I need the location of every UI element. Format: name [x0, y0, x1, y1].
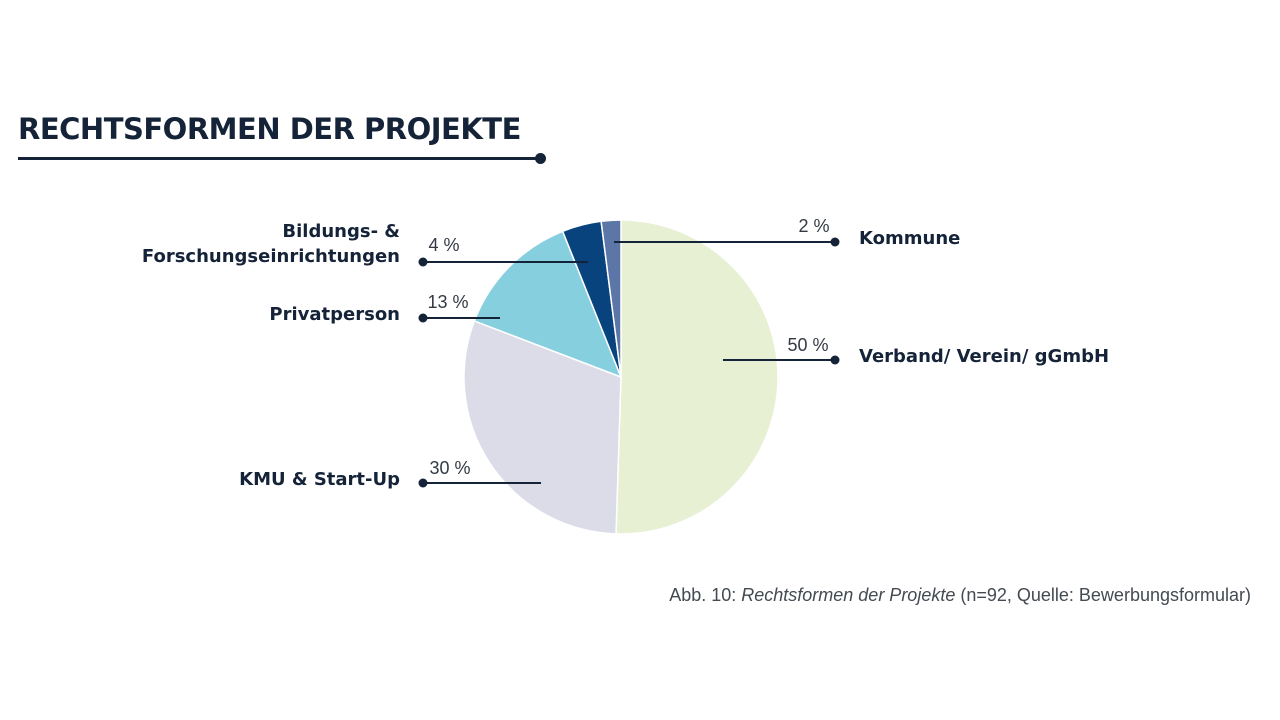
category-label-4-line-2: Forschungseinrichtungen [142, 246, 400, 267]
pct-label-5: 2 % [798, 216, 829, 236]
title-underline-dot [535, 153, 546, 164]
category-label-1: Verband/ Verein/ gGmbH [859, 346, 1109, 367]
category-label-3: Privatperson [269, 304, 400, 325]
pie-slice-5 [600, 219, 622, 378]
leader-dot-3 [418, 313, 428, 323]
caption-suffix: (n=92, Quelle: Bewerbungsformular) [955, 585, 1251, 605]
chart-title: RECHTSFORMEN DER PROJEKTE [18, 112, 521, 146]
category-label-4-line-1: Bildungs- & [282, 221, 400, 242]
title-underline [18, 157, 538, 160]
leader-dot-4 [418, 257, 428, 267]
pie-slice-3 [473, 230, 623, 379]
category-label-2: KMU & Start-Up [239, 469, 400, 490]
figure-caption: Abb. 10: Rechtsformen der Projekte (n=92… [669, 585, 1251, 606]
leader-dot-1 [830, 355, 840, 365]
leader-dot-2 [418, 478, 428, 488]
pie-slice-2 [463, 320, 622, 535]
pct-label-4: 4 % [428, 235, 459, 255]
category-label-5: Kommune [859, 228, 960, 249]
caption-italic: Rechtsformen der Projekte [741, 585, 956, 605]
leader-dot-5 [830, 237, 840, 247]
pie-slice-1 [615, 219, 779, 535]
pct-label-3: 13 % [427, 292, 468, 312]
pct-label-2: 30 % [429, 458, 470, 478]
pct-label-1: 50 % [787, 335, 828, 355]
caption-prefix: Abb. 10: [669, 585, 742, 605]
